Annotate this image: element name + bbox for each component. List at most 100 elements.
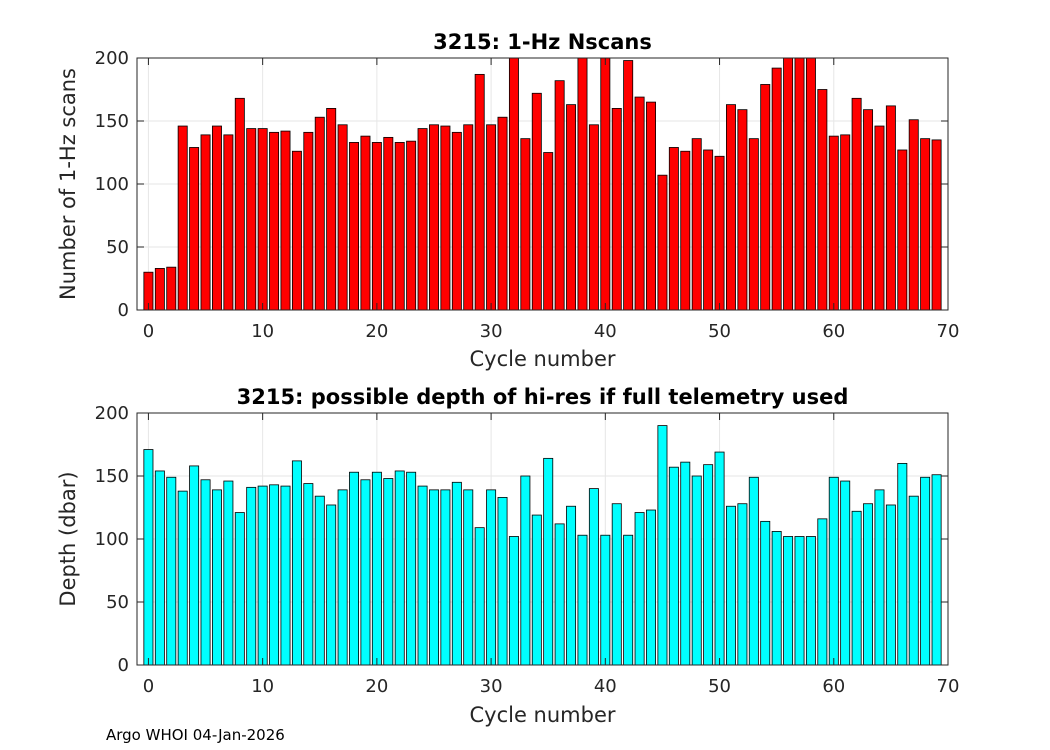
bar: [326, 504, 337, 666]
bar: [520, 475, 531, 666]
bar: [383, 136, 394, 311]
y-tick-label: 100: [95, 529, 129, 550]
bar: [337, 489, 348, 666]
bar: [280, 130, 291, 311]
bar: [657, 174, 668, 311]
y-tick-label: 100: [95, 174, 129, 195]
y-tick-label: 50: [106, 237, 129, 258]
bar: [497, 497, 508, 666]
bar: [337, 124, 348, 311]
bar: [817, 89, 828, 311]
bar: [177, 490, 188, 666]
bar: [429, 124, 439, 311]
bar: [166, 266, 177, 311]
y-tick-label: 200: [95, 48, 129, 69]
bar: [326, 108, 337, 311]
x-tick-label: 30: [480, 321, 503, 342]
bar: [383, 478, 394, 666]
x-tick-label: 40: [594, 321, 617, 342]
bar: [257, 485, 268, 666]
chart-title: 3215: possible depth of hi-res if full t…: [237, 385, 849, 409]
bar: [166, 476, 177, 666]
bar: [783, 57, 794, 311]
bar: [291, 150, 302, 311]
bar: [451, 481, 462, 666]
bar: [817, 518, 828, 666]
bar: [234, 512, 245, 666]
bar: [394, 470, 405, 666]
y-tick-label: 50: [106, 592, 129, 613]
bar: [543, 457, 554, 666]
bar: [371, 471, 382, 666]
chart-title: 3215: 1-Hz Nscans: [433, 30, 652, 54]
bar: [588, 124, 599, 311]
bar: [349, 471, 359, 666]
x-tick-label: 0: [143, 676, 154, 697]
bar: [520, 138, 531, 311]
bar: [508, 57, 519, 311]
bar: [189, 465, 200, 666]
bar: [646, 509, 656, 666]
bar: [531, 92, 542, 311]
bar: [920, 476, 931, 666]
bar: [486, 489, 497, 666]
y-axis-label: Depth (dbar): [56, 471, 80, 606]
bar: [714, 451, 725, 666]
bar: [874, 125, 885, 311]
x-tick-label: 20: [365, 321, 388, 342]
bar: [828, 135, 839, 311]
bar: [931, 139, 942, 311]
bar: [874, 489, 885, 666]
bar: [600, 57, 611, 311]
bar: [451, 131, 462, 311]
chart-panel-nscans: 0 10 20 30 40 50 60 70 0 50 100 150 200 3215: 1-Hz Ns…: [56, 30, 959, 371]
bar: [748, 138, 759, 311]
bar: [314, 116, 325, 311]
bar: [189, 147, 200, 311]
bar: [623, 534, 634, 666]
bar: [805, 57, 816, 311]
bar: [531, 514, 542, 666]
y-tick-label: 200: [95, 403, 129, 424]
bar: [908, 119, 919, 311]
bar: [406, 471, 417, 666]
bar: [908, 495, 919, 666]
bar: [303, 131, 314, 311]
bar: [246, 486, 257, 666]
bar: [303, 483, 314, 666]
chart-panel-depth: 0 10 20 30 40 50 60 70 0 50 100 150 200 3215: possibl…: [56, 385, 959, 727]
x-tick-label: 70: [937, 321, 960, 342]
bar: [360, 135, 371, 311]
bar: [794, 57, 805, 311]
bar: [897, 462, 908, 666]
bar: [566, 104, 577, 311]
bar: [920, 138, 931, 311]
y-tick-label: 0: [118, 300, 129, 321]
bar: [554, 523, 565, 666]
bar: [885, 504, 896, 666]
bar: [417, 485, 428, 666]
bar: [269, 131, 280, 311]
bar: [154, 268, 165, 311]
bar: [360, 479, 371, 666]
y-tick-label: 150: [95, 466, 129, 487]
x-tick-label: 50: [708, 321, 731, 342]
bar: [349, 142, 359, 311]
bar: [680, 461, 691, 666]
y-axis-label: Number of 1-Hz scans: [56, 68, 80, 300]
bar: [851, 97, 862, 311]
bar: [840, 480, 851, 666]
x-tick-label: 10: [251, 321, 274, 342]
bar: [234, 97, 245, 311]
bar: [577, 534, 588, 666]
bar: [143, 449, 154, 666]
bar: [486, 124, 497, 311]
footer-credit: Argo WHOI 04-Jan-2026: [106, 726, 285, 744]
bar: [726, 505, 736, 666]
y-tick-label: 0: [118, 655, 129, 676]
bar: [851, 510, 862, 666]
x-tick-label: 0: [143, 321, 154, 342]
bar: [646, 101, 656, 311]
bar: [280, 485, 291, 666]
bar: [611, 108, 622, 311]
